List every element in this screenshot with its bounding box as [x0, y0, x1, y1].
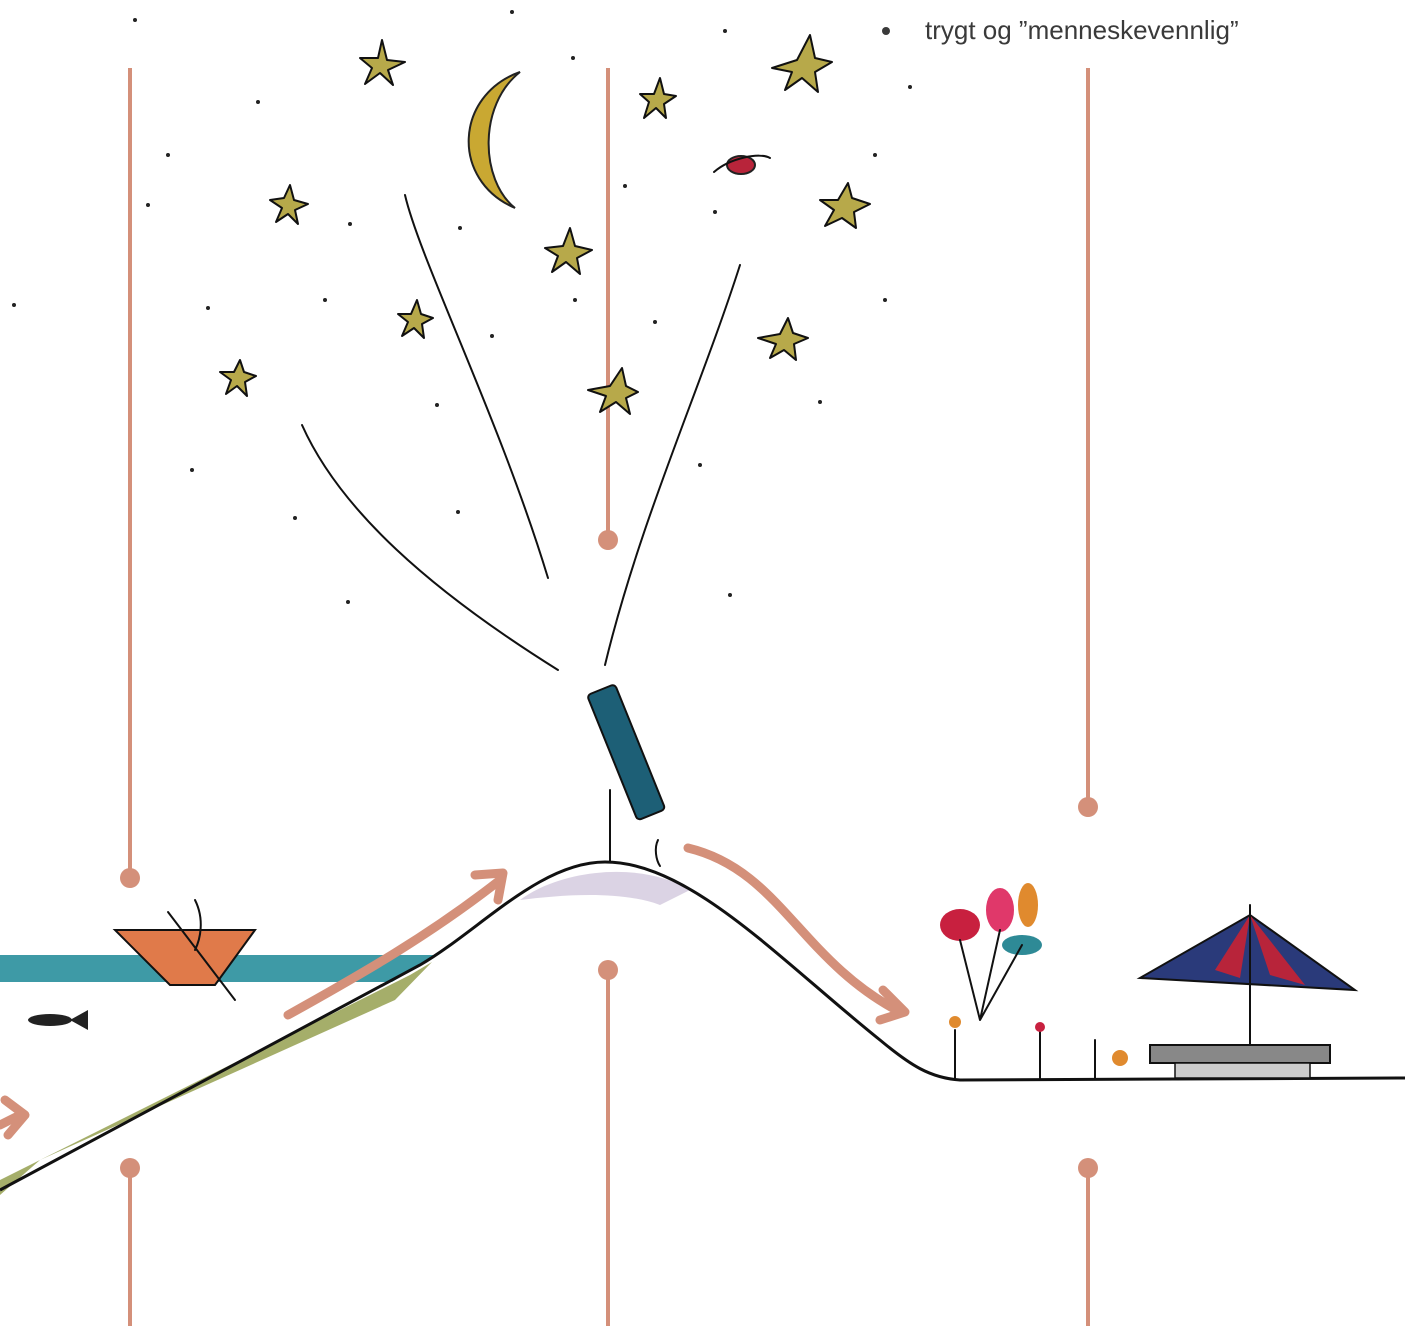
sky: [12, 10, 912, 670]
bullet-text: trygt og ”menneskevennlig”: [925, 15, 1239, 45]
fairground: [940, 883, 1355, 1078]
telescope: [587, 684, 665, 866]
landscape: [0, 862, 1405, 1195]
illustration: trygt og ”menneskevennlig”: [0, 0, 1405, 1326]
bullet-dot: [882, 27, 890, 35]
arrows: [0, 848, 905, 1135]
page: trygt og ”menneskevennlig”: [0, 0, 1405, 1326]
